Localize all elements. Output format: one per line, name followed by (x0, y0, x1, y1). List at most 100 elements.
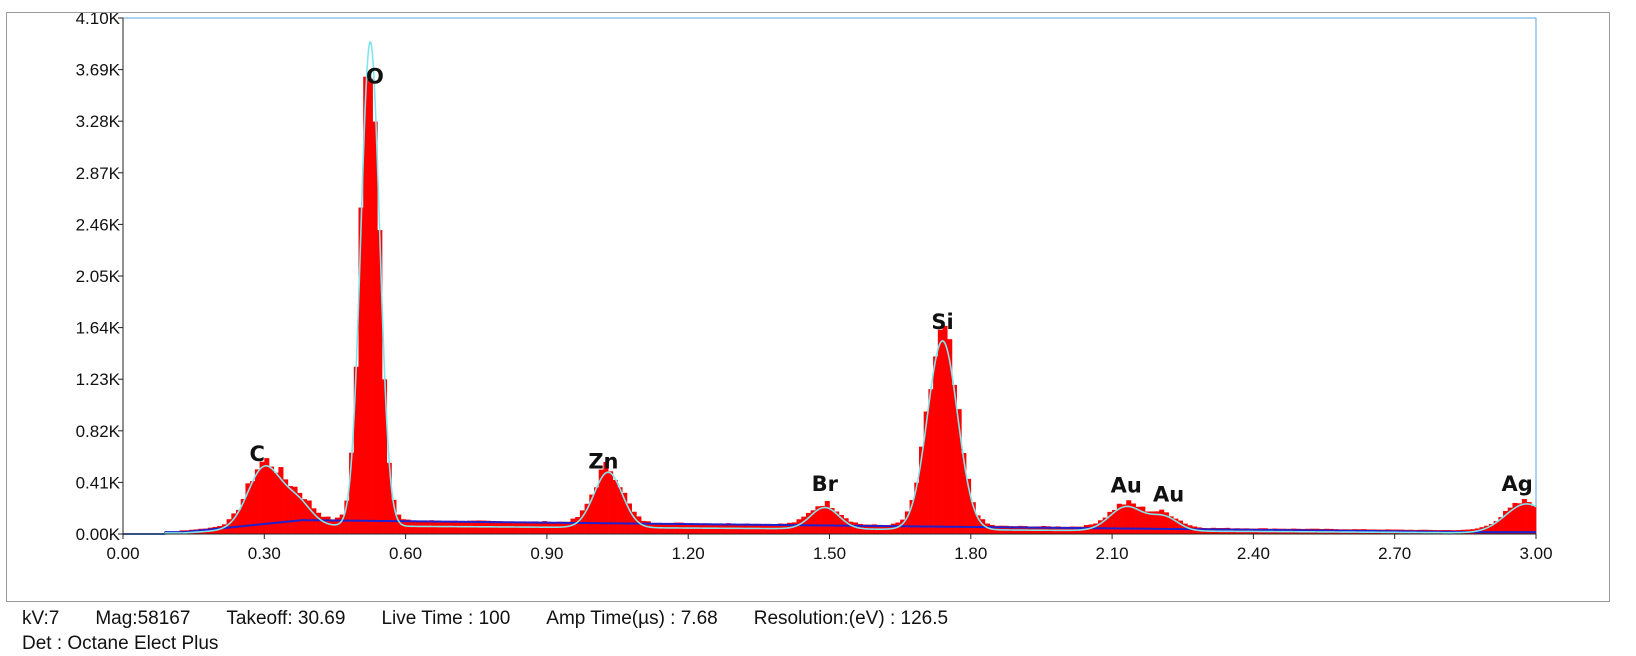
spectrum-bar (970, 502, 976, 534)
spectrum-bar (561, 521, 567, 534)
y-tick-label: 3.28K (76, 112, 121, 131)
spectrum-bar (438, 521, 444, 534)
spectrum-bar (1493, 521, 1499, 534)
spectrum-bar (1154, 511, 1160, 534)
spectrum-bar (923, 411, 929, 534)
spectrum-bar (1126, 500, 1132, 534)
spectrum-bar (1479, 527, 1485, 534)
spectrum-bar (1168, 516, 1174, 534)
x-tick-label: 2.10 (1096, 544, 1129, 563)
spectrum-bar (575, 517, 581, 534)
spectrum-bar (1517, 503, 1523, 534)
acquisition-parameters: kV:7 Mag:58167 Takeoff: 30.69 Live Time : 1… (22, 606, 984, 631)
spectrum-bar (386, 462, 392, 534)
spectrum-bar (1135, 506, 1141, 534)
spectrum-bar (937, 329, 943, 534)
spectrum-bar (829, 508, 835, 534)
spectrum-bar (316, 512, 322, 534)
spectrum-bar (254, 469, 260, 534)
mag-value: Mag:58167 (95, 608, 191, 629)
spectrum-bar (1102, 517, 1108, 534)
y-tick-label: 2.87K (76, 164, 121, 183)
spectrum-bar (956, 409, 962, 534)
spectrum-bar (805, 512, 811, 534)
spectrum-bar (594, 487, 600, 534)
spectrum-bar (287, 486, 293, 534)
spectrum-bar (942, 325, 948, 534)
detector-value: Det : Octane Elect Plus (22, 633, 219, 654)
x-tick-label: 1.50 (813, 544, 846, 563)
peak-label-zn: Zn (588, 450, 618, 474)
spectrum-bar (269, 466, 275, 534)
amp-time-value: Amp Time(µs) : 7.68 (546, 608, 718, 629)
y-tick-label: 4.10K (76, 13, 121, 28)
spectrum-bar (947, 339, 953, 534)
peak-label-c: C (250, 442, 265, 466)
y-tick-label: 1.64K (76, 319, 121, 338)
spectrum-bar (513, 521, 519, 534)
spectrum-bar (1107, 511, 1113, 534)
spectrum-bar (1498, 517, 1504, 534)
live-time-value: Live Time : 100 (381, 608, 511, 629)
spectrum-bar (1484, 525, 1490, 534)
spectrum-bar (259, 461, 265, 534)
spectrum-bar (221, 524, 227, 534)
spectrum-bar (617, 487, 623, 534)
peak-label-br: Br (812, 472, 839, 496)
spectrum-bar (447, 521, 453, 534)
spectrum-bar (834, 511, 840, 534)
spectrum-bar (301, 499, 307, 534)
x-tick-label: 0.30 (248, 544, 281, 563)
spectrum-bar (240, 498, 246, 534)
spectrum-bar (1512, 502, 1518, 534)
spectrum-bar (570, 518, 576, 534)
spectrum-bar (1149, 511, 1155, 534)
spectrum-bar (1526, 502, 1532, 534)
spectrum-bar (1116, 503, 1122, 534)
spectrum-bar (820, 505, 826, 534)
spectrum-bar (904, 511, 910, 534)
resolution-value: Resolution:(eV) : 126.5 (753, 608, 949, 629)
spectrum-bar (909, 500, 915, 534)
spectrum-bar (245, 483, 251, 534)
spectrum-bar (1145, 511, 1151, 534)
x-tick-label: 0.00 (106, 544, 139, 563)
spectrum-bar (297, 492, 303, 534)
spectrum-chart: 0.00 0.30 0.60 0.90 1.20 1.50 1.80 2.10 2.40 2.70… (76, 13, 1553, 563)
spectrum-bar (1088, 524, 1094, 534)
spectrum-bar (1488, 524, 1494, 534)
kv-value: kV:7 (22, 608, 60, 629)
spectrum-bar (231, 513, 237, 534)
spectrum-bar (264, 458, 270, 534)
spectrum-bar (433, 520, 439, 534)
spectrum-bar (914, 482, 920, 534)
spectrum-bar (504, 522, 510, 534)
spectrum-bar (598, 469, 604, 534)
spectrum-bar (853, 522, 859, 534)
spectrum-bar (457, 521, 463, 534)
spectrum-bar (961, 453, 967, 534)
spectrum-bar (603, 462, 609, 534)
background-line (123, 519, 1536, 535)
peak-label-ag: Ag (1502, 472, 1533, 496)
spectrum-bar (273, 472, 279, 534)
spectrum-bar (377, 230, 383, 534)
spectrum-bar (659, 523, 665, 534)
y-tick-label: 2.46K (76, 215, 121, 234)
spectrum-bar (824, 500, 830, 534)
y-tick-label: 0.82K (76, 422, 121, 441)
spectrum-bar (565, 521, 571, 534)
spectrum-bar (692, 523, 698, 534)
spectrum-bar (396, 514, 402, 534)
spectrum-bar (372, 121, 378, 534)
spectrum-bar (1159, 509, 1165, 534)
y-tick-label: 1.23K (76, 370, 121, 389)
spectrum-bar (358, 207, 364, 535)
plot-area (122, 17, 1537, 535)
spectrum-bar (810, 510, 816, 534)
spectrum-bar (815, 506, 821, 534)
spectrum-bar (339, 514, 345, 534)
spectrum-bar (344, 500, 350, 534)
spectrum-bar (1173, 518, 1179, 534)
spectrum-bar (424, 520, 430, 534)
